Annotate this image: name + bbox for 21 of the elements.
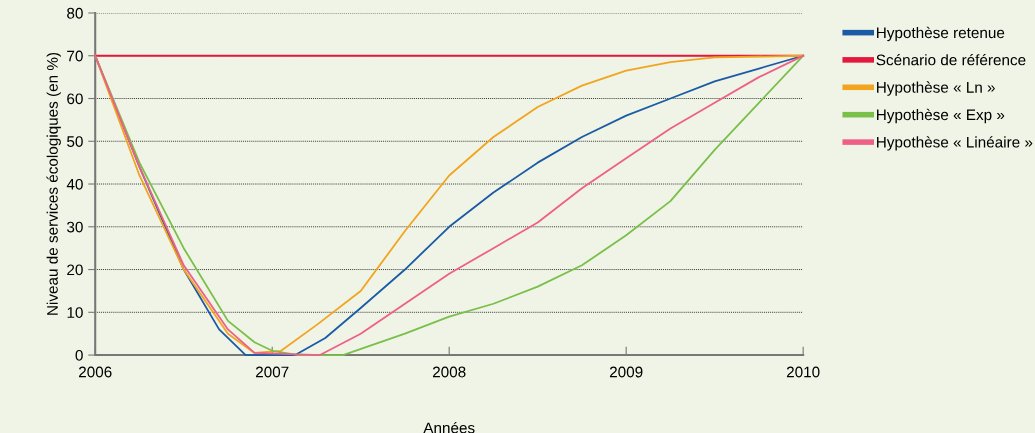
y-tick-label: 50 — [67, 136, 83, 147]
y-tick-label: 10 — [67, 307, 83, 318]
x-tick-label: 2008 — [432, 366, 466, 378]
legend-label: Hypothèse « Ln » — [877, 81, 995, 96]
y-tick-label: 20 — [67, 264, 83, 276]
legend-label: Scénario de référence — [876, 53, 1026, 66]
x-tick-label: 2009 — [609, 366, 643, 378]
x-tick-label: 2006 — [79, 366, 112, 378]
y-tick-label: 70 — [67, 50, 83, 62]
y-axis-title: Niveau de services écologiques (en %) — [46, 52, 61, 315]
legend-label: Hypothèse « Linéaire » — [877, 136, 1033, 151]
y-tick-label: 0 — [75, 349, 83, 361]
x-axis-title: Années — [423, 421, 475, 433]
y-tick-label: 40 — [66, 178, 83, 190]
y-tick-label: 30 — [67, 221, 83, 233]
x-tick-label: 2010 — [786, 366, 820, 378]
legend-label: Hypothèse retenue — [877, 26, 1005, 42]
y-tick-label: 60 — [67, 93, 83, 105]
y-tick-label: 80 — [67, 7, 83, 19]
legend-label: Hypothèse « Exp » — [877, 108, 1005, 124]
x-tick-label: 2007 — [255, 366, 289, 378]
